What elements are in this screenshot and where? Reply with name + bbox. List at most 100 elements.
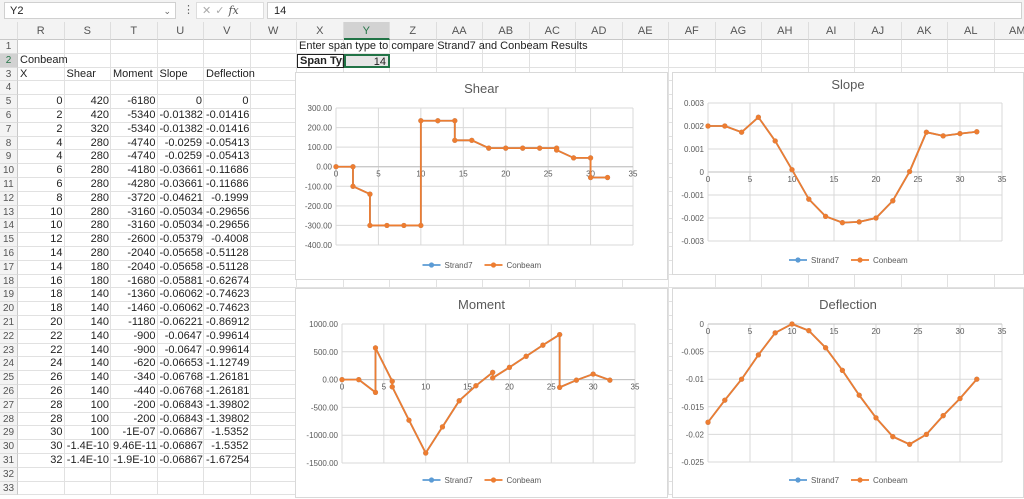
table-cell[interactable]: -0.51128 xyxy=(204,247,251,261)
cell[interactable] xyxy=(65,482,112,496)
column-header-ai[interactable]: AI xyxy=(809,22,856,40)
table-cell[interactable]: -1.26181 xyxy=(204,371,251,385)
cell[interactable] xyxy=(251,137,298,151)
span-type-input[interactable]: 14 xyxy=(344,54,391,68)
table-cell[interactable]: 26 xyxy=(18,371,65,385)
table-cell[interactable]: -0.05658 xyxy=(158,247,205,261)
table-cell[interactable]: -0.06867 xyxy=(158,454,205,468)
table-header-cell[interactable]: Shear xyxy=(65,68,112,82)
cell[interactable] xyxy=(762,54,809,68)
cell[interactable] xyxy=(204,482,251,496)
formula-input[interactable]: 14 xyxy=(267,2,1022,19)
column-header-z[interactable]: Z xyxy=(390,22,437,40)
column-header-ac[interactable]: AC xyxy=(530,22,577,40)
row-header-8[interactable]: 8 xyxy=(0,137,18,151)
cell[interactable] xyxy=(251,192,298,206)
table-cell[interactable]: 280 xyxy=(65,192,112,206)
table-cell[interactable]: 6 xyxy=(18,178,65,192)
cell[interactable] xyxy=(437,54,484,68)
table-cell[interactable]: 9.46E-11 xyxy=(111,440,158,454)
cell[interactable] xyxy=(855,54,902,68)
cell[interactable] xyxy=(716,275,763,289)
table-cell[interactable]: 100 xyxy=(65,413,112,427)
cell[interactable] xyxy=(251,206,298,220)
row-header-19[interactable]: 19 xyxy=(0,288,18,302)
table-cell[interactable]: 140 xyxy=(65,288,112,302)
cell[interactable] xyxy=(18,40,65,54)
table-cell[interactable]: 280 xyxy=(65,247,112,261)
cell[interactable] xyxy=(251,316,298,330)
table-header-cell[interactable]: Deflection xyxy=(204,68,251,82)
cell[interactable] xyxy=(158,40,205,54)
cancel-icon[interactable]: ✕ xyxy=(202,5,215,17)
table-cell[interactable]: 280 xyxy=(65,150,112,164)
table-cell[interactable]: -0.74623 xyxy=(204,302,251,316)
table-cell[interactable]: -0.04621 xyxy=(158,192,205,206)
table-cell[interactable]: 140 xyxy=(65,316,112,330)
cell[interactable] xyxy=(716,54,763,68)
table-cell[interactable]: -5340 xyxy=(111,123,158,137)
name-box[interactable]: Y2⌄ xyxy=(4,2,176,19)
column-header-aj[interactable]: AJ xyxy=(855,22,902,40)
table-cell[interactable]: -0.05379 xyxy=(158,233,205,247)
table-cell[interactable]: 0 xyxy=(158,95,205,109)
cell[interactable] xyxy=(809,54,856,68)
table-cell[interactable]: -2600 xyxy=(111,233,158,247)
table-cell[interactable]: -440 xyxy=(111,385,158,399)
cell[interactable] xyxy=(251,233,298,247)
cell[interactable] xyxy=(948,54,995,68)
row-header-21[interactable]: 21 xyxy=(0,316,18,330)
table-cell[interactable]: -0.86912 xyxy=(204,316,251,330)
cell[interactable] xyxy=(669,54,716,68)
table-cell[interactable]: 140 xyxy=(65,357,112,371)
row-header-33[interactable]: 33 xyxy=(0,482,18,496)
cell[interactable] xyxy=(251,426,298,440)
table-cell[interactable]: -1.5352 xyxy=(204,440,251,454)
column-header-u[interactable]: U xyxy=(158,22,205,40)
cell[interactable] xyxy=(251,54,298,68)
row-header-1[interactable]: 1 xyxy=(0,40,18,54)
table-cell[interactable]: -1.39802 xyxy=(204,399,251,413)
table-cell[interactable]: -0.05413 xyxy=(204,137,251,151)
table-cell[interactable]: 28 xyxy=(18,413,65,427)
table-cell[interactable]: 2 xyxy=(18,109,65,123)
cell[interactable] xyxy=(251,440,298,454)
cell[interactable] xyxy=(158,482,205,496)
cell[interactable] xyxy=(111,468,158,482)
table-header-cell[interactable]: X xyxy=(18,68,65,82)
row-header-32[interactable]: 32 xyxy=(0,468,18,482)
row-header-17[interactable]: 17 xyxy=(0,261,18,275)
table-cell[interactable]: 280 xyxy=(65,137,112,151)
cell[interactable] xyxy=(251,399,298,413)
table-cell[interactable]: -1.4E-10 xyxy=(65,440,112,454)
cell[interactable] xyxy=(902,40,949,54)
table-cell[interactable]: 16 xyxy=(18,275,65,289)
column-header-aa[interactable]: AA xyxy=(437,22,484,40)
column-header-ah[interactable]: AH xyxy=(762,22,809,40)
cell[interactable] xyxy=(251,261,298,275)
cell[interactable] xyxy=(65,81,112,95)
cell[interactable] xyxy=(251,357,298,371)
column-header-y[interactable]: Y xyxy=(344,22,391,40)
cell[interactable] xyxy=(948,275,995,289)
table-cell[interactable]: 18 xyxy=(18,288,65,302)
table-cell[interactable]: -0.06867 xyxy=(158,426,205,440)
column-header-am[interactable]: AM xyxy=(995,22,1024,40)
column-header-ak[interactable]: AK xyxy=(902,22,949,40)
table-cell[interactable]: 100 xyxy=(65,426,112,440)
table-cell[interactable]: -0.0259 xyxy=(158,137,205,151)
table-cell[interactable]: -5340 xyxy=(111,109,158,123)
table-cell[interactable]: -0.06221 xyxy=(158,316,205,330)
row-header-20[interactable]: 20 xyxy=(0,302,18,316)
column-header-ae[interactable]: AE xyxy=(623,22,670,40)
cell[interactable] xyxy=(251,164,298,178)
row-header-13[interactable]: 13 xyxy=(0,206,18,220)
table-cell[interactable]: -4180 xyxy=(111,164,158,178)
table-cell[interactable]: -0.99614 xyxy=(204,344,251,358)
row-header-9[interactable]: 9 xyxy=(0,150,18,164)
table-cell[interactable]: 20 xyxy=(18,316,65,330)
row-header-6[interactable]: 6 xyxy=(0,109,18,123)
table-cell[interactable]: -1360 xyxy=(111,288,158,302)
table-cell[interactable]: 140 xyxy=(65,371,112,385)
